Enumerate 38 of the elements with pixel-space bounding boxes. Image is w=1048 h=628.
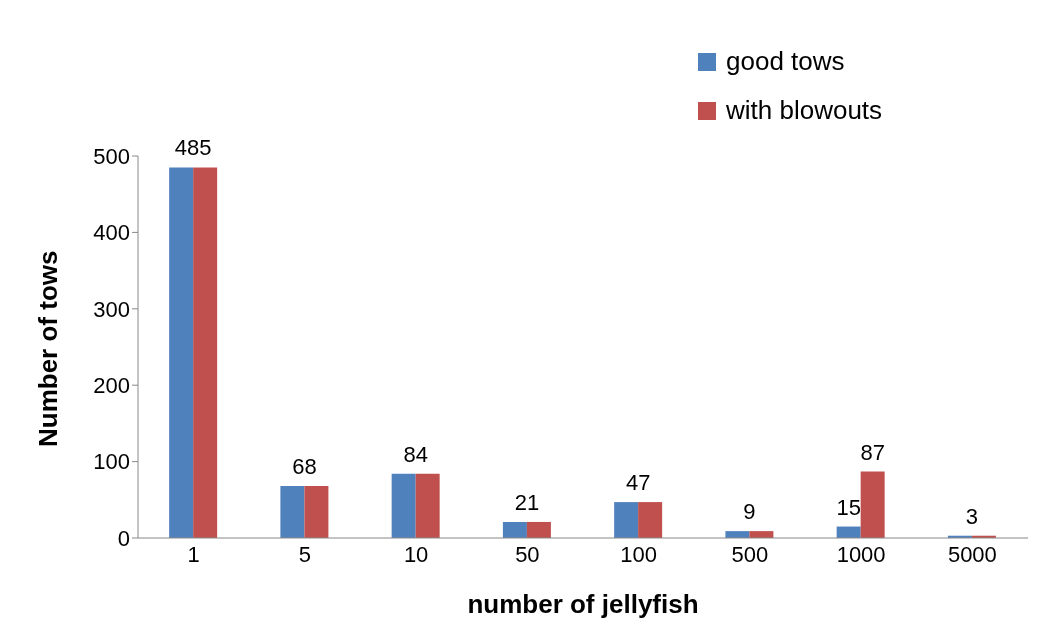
bar [638, 502, 663, 538]
bar [280, 486, 305, 538]
data-label: 21 [514, 489, 540, 515]
data-label: 15 [836, 494, 861, 520]
bar [391, 473, 416, 538]
data-label: 485 [174, 135, 212, 161]
x-tick-label: 50 [515, 541, 540, 567]
y-tick-label: 300 [93, 296, 130, 322]
y-tick-label: 100 [93, 449, 130, 475]
data-label: 9 [743, 499, 756, 525]
bar [502, 521, 527, 538]
legend-label: with blowouts [726, 95, 883, 126]
data-label: 87 [860, 439, 885, 465]
legend-label: good tows [726, 46, 845, 77]
data-label: 47 [625, 470, 651, 496]
bar [169, 167, 194, 538]
x-tick-label: 100 [620, 541, 657, 567]
x-tick-label: 10 [403, 541, 429, 567]
data-label: 84 [403, 441, 428, 467]
y-tick-label: 500 [93, 143, 130, 169]
y-tick-label: 400 [93, 220, 130, 246]
y-tick-label: 200 [93, 373, 130, 399]
x-tick-label: 5000 [947, 541, 997, 567]
x-tick-label: 500 [731, 541, 769, 567]
x-tick-label: 1 [187, 541, 200, 567]
data-label: 3 [965, 503, 979, 529]
bar [860, 471, 885, 538]
x-axis-title: number of jellyfish [467, 589, 699, 619]
bar [415, 473, 440, 538]
bar [304, 486, 329, 538]
bar [526, 521, 551, 538]
x-tick-label: 1000 [836, 541, 886, 567]
y-tick-label: 0 [117, 525, 130, 551]
bar [614, 502, 639, 538]
bar [193, 167, 218, 538]
x-tick-label: 5 [298, 541, 311, 567]
y-axis-title: Number of tows [33, 250, 64, 447]
data-label: 68 [292, 454, 317, 480]
